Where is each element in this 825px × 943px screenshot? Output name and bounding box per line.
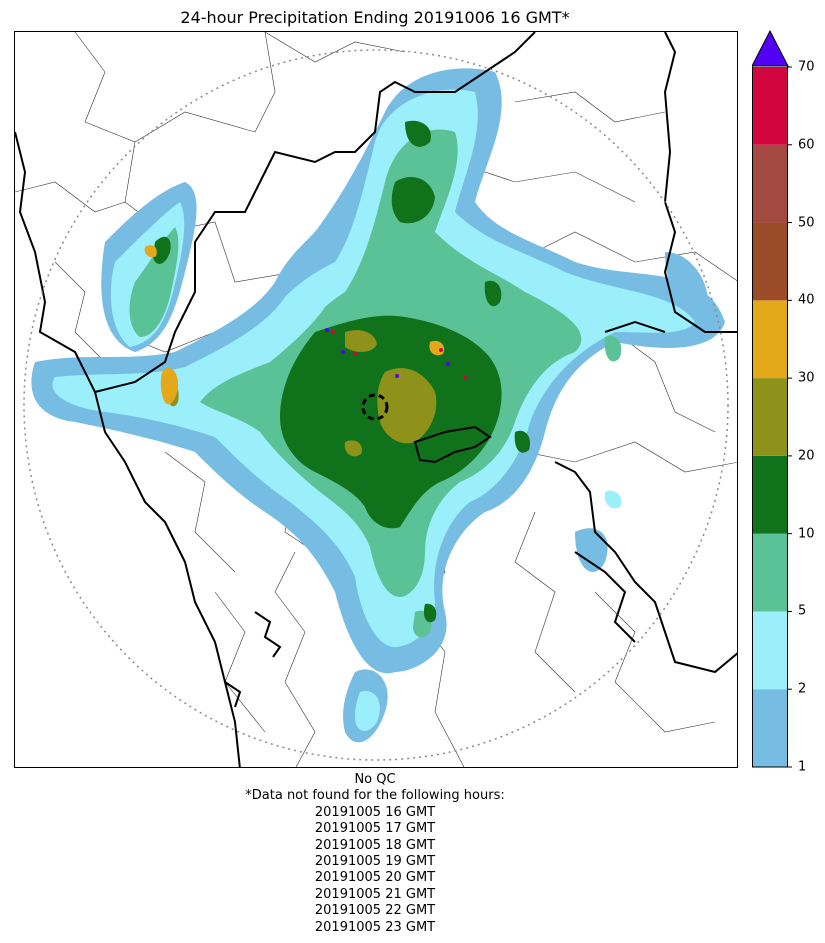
colorbar-tick-label: 1 — [798, 759, 807, 775]
missing-hour-item: 20191005 17 GMT — [314, 821, 436, 837]
radar-site-marker — [361, 393, 389, 421]
colorbar-segment — [752, 611, 788, 690]
colorbar-segment — [752, 300, 788, 379]
colorbar-tick-label: 30 — [798, 370, 815, 386]
missing-data-header: *Data not found for the following hours: — [245, 788, 505, 804]
colorbar-segment — [752, 144, 788, 223]
colorbar-tick-label: 60 — [798, 137, 815, 153]
missing-hour-item: 20191005 16 GMT — [314, 804, 436, 820]
chart-title: 24-hour Precipitation Ending 20191006 16… — [180, 8, 570, 27]
missing-hour-item: 20191005 23 GMT — [314, 919, 436, 935]
colorbar-segment — [752, 67, 788, 145]
colorbar-segment — [752, 533, 788, 612]
precipitation-field — [31, 68, 726, 743]
radar-map-svg — [15, 32, 737, 767]
missing-hour-item: 20191005 20 GMT — [314, 870, 436, 886]
colorbar-tick-label: 70 — [798, 59, 815, 75]
missing-hour-item: 20191005 21 GMT — [314, 886, 436, 902]
colorbar-tick-label: 2 — [798, 681, 807, 697]
colorbar-segment — [752, 222, 788, 301]
colorbar-extend-triangle — [751, 29, 789, 67]
colorbar-tick-label: 50 — [798, 215, 815, 231]
colorbar-tick-label: 20 — [798, 448, 815, 464]
qc-note: No QC — [354, 772, 396, 787]
colorbar-segment — [752, 455, 788, 534]
missing-hour-item: 20191005 18 GMT — [314, 837, 436, 853]
colorbar-svg — [751, 29, 792, 768]
missing-hour-item: 20191005 22 GMT — [314, 903, 436, 919]
colorbar-tick-label: 10 — [798, 526, 815, 542]
missing-hour-item: 20191005 19 GMT — [314, 854, 436, 870]
radar-map — [14, 31, 738, 768]
radar-range-ring — [23, 49, 729, 761]
colorbar — [751, 29, 792, 770]
colorbar-tick-label: 40 — [798, 292, 815, 308]
colorbar-segment — [752, 689, 788, 767]
country-boundaries — [15, 32, 737, 767]
colorbar-segment — [752, 378, 788, 456]
notes: No QC *Data not found for the following … — [0, 772, 750, 936]
colorbar-tick-label: 5 — [798, 603, 807, 619]
colorbar-frame — [752, 65, 788, 768]
